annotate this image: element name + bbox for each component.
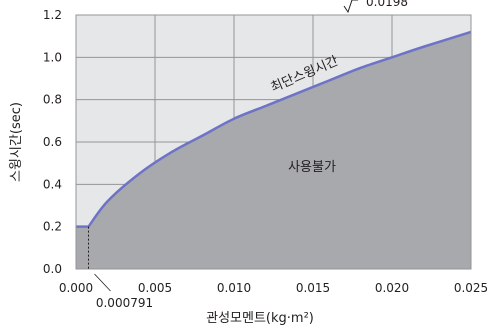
y-tick-label: 1.2 — [43, 8, 62, 22]
x-axis-ticks: 0.000 0.005 0.010 0.015 0.020 0.025 — [59, 281, 488, 295]
x-tick-label: 0.000 — [59, 281, 93, 295]
x-tick-label: 0.005 — [138, 281, 172, 295]
y-tick-label: 0.4 — [43, 177, 62, 191]
y-tick-label: 0.0 — [43, 262, 62, 276]
x-tick-label: 0.025 — [454, 281, 488, 295]
region-label: 사용불가 — [288, 160, 336, 175]
unusable-region — [76, 31, 471, 269]
y-tick-label: 0.2 — [43, 220, 62, 234]
y-axis-label: 스윙시간(sec) — [8, 102, 24, 182]
breakpoint-label: 0.000791 — [96, 296, 153, 310]
x-axis-label: 관성모멘트(kg·m²) — [206, 311, 314, 326]
top-formula-fragment: 0.0198 — [343, 0, 408, 14]
plot-border — [75, 14, 472, 270]
x-tick-label: 0.015 — [296, 281, 330, 295]
min-swing-time-curve — [76, 30, 472, 228]
y-tick-label: 0.6 — [43, 135, 62, 149]
x-tick-label: 0.010 — [217, 281, 251, 295]
y-axis-ticks: 0.0 0.2 0.4 0.6 0.8 1.0 1.2 — [43, 8, 62, 276]
radical-sign — [343, 0, 358, 14]
formula-fragment-text: 0.0198 — [366, 0, 408, 9]
breakpoint-leader-line — [94, 273, 111, 292]
x-tick-label: 0.020 — [375, 281, 409, 295]
y-tick-label: 1.0 — [43, 50, 62, 64]
y-tick-label: 0.8 — [43, 93, 62, 107]
